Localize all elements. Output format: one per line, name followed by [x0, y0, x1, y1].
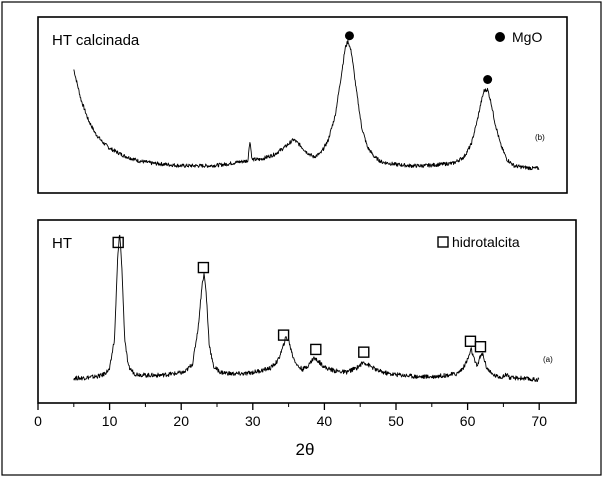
mgo-legend-text: MgO	[512, 29, 542, 45]
x-tick-label: 70	[531, 413, 547, 429]
x-axis-label: 2θ	[296, 440, 315, 459]
hidrotalcita-legend-text: hidrotalcita	[452, 234, 520, 250]
hidrotalcita-legend-marker	[437, 236, 449, 248]
x-tick-label: 30	[245, 413, 261, 429]
x-tick-label: 60	[460, 413, 476, 429]
hidrotalcita-peak-marker	[310, 343, 322, 356]
hidrotalcita-peak-marker	[197, 261, 210, 274]
hidrotalcita-peak-marker	[277, 329, 290, 341]
mgo-legend-marker	[495, 32, 505, 42]
x-tick-label: 20	[173, 413, 189, 429]
x-tick-label: 0	[34, 413, 42, 429]
mgo-peak-markers	[344, 31, 493, 84]
panel-ht-label: HT	[52, 235, 72, 252]
panel-ht: HT hidrotalcita (a)	[37, 219, 577, 404]
hidrotalcita-peak-marker	[464, 335, 477, 347]
x-tick-label: 50	[388, 413, 404, 429]
panel-ht-tag: (a)	[543, 355, 553, 364]
panel-calcined-box	[37, 16, 568, 194]
panel-ht-box	[37, 219, 577, 404]
x-axis: 0 10 20 30 40 50 60 70	[34, 403, 547, 429]
panel-calcined-label: HT calcinada	[52, 32, 140, 49]
panel-calcined: HT calcinada MgO (b)	[37, 16, 568, 194]
hidrotalcita-peak-marker	[358, 346, 370, 358]
panel-calcined-tag: (b)	[535, 133, 545, 142]
xrd-curve-calcined	[73, 39, 540, 171]
hidrotalcita-peak-markers	[112, 236, 487, 358]
mgo-peak-marker	[483, 75, 493, 84]
xrd-curve-ht	[73, 234, 540, 383]
x-tick-label: 10	[102, 413, 118, 429]
hidrotalcita-peak-marker	[474, 341, 487, 353]
mgo-peak-marker	[344, 31, 354, 41]
x-tick-label: 40	[317, 413, 333, 429]
